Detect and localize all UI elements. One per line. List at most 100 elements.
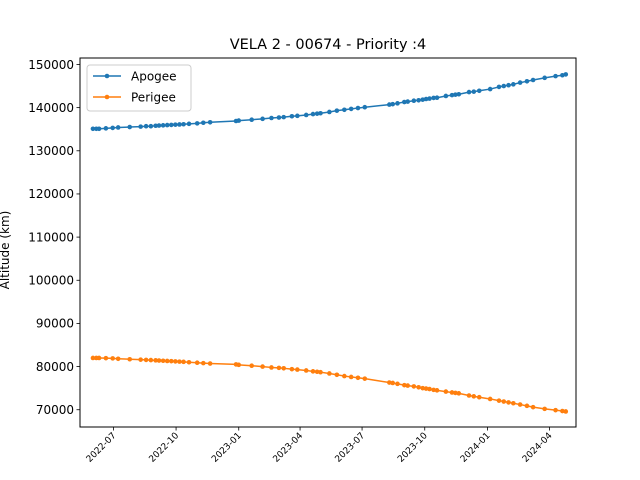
data-point-apogee bbox=[449, 92, 455, 98]
y-tick-label: 80000 bbox=[36, 360, 74, 374]
data-point-apogee bbox=[236, 118, 242, 123]
data-point-perigee bbox=[127, 356, 133, 362]
data-point-perigee bbox=[431, 387, 436, 393]
data-point-apogee bbox=[487, 86, 493, 92]
data-point-apogee bbox=[420, 97, 426, 102]
data-point-apogee bbox=[362, 104, 368, 110]
data-point-apogee bbox=[115, 125, 121, 130]
data-point-apogee bbox=[303, 112, 309, 118]
data-point-perigee bbox=[348, 374, 354, 380]
legend-label-perigee: Perigee bbox=[131, 91, 176, 105]
data-point-perigee bbox=[402, 382, 407, 388]
data-point-perigee bbox=[153, 358, 158, 363]
data-point-perigee bbox=[148, 357, 154, 363]
data-point-perigee bbox=[427, 386, 432, 392]
data-point-perigee bbox=[90, 355, 96, 361]
data-point-apogee bbox=[177, 122, 182, 127]
data-point-perigee bbox=[449, 390, 455, 395]
data-point-apogee bbox=[402, 99, 407, 105]
data-point-apogee bbox=[348, 106, 354, 112]
data-point-perigee bbox=[342, 373, 347, 379]
data-point-apogee bbox=[138, 124, 143, 129]
y-tick-label: 90000 bbox=[36, 317, 74, 331]
data-point-apogee bbox=[496, 84, 502, 90]
chart-title: VELA 2 - 00674 - Priority :4 bbox=[230, 37, 427, 53]
y-axis: 70000 80000 90000 100000 110000 120000 130000 1… bbox=[28, 58, 80, 417]
data-point-perigee bbox=[327, 371, 332, 376]
series-layer bbox=[90, 72, 569, 414]
y-tick-label: 110000 bbox=[28, 230, 74, 244]
data-point-perigee bbox=[453, 390, 458, 396]
data-point-perigee bbox=[411, 384, 417, 389]
data-point-apogee bbox=[476, 88, 482, 94]
data-point-apogee bbox=[511, 82, 516, 87]
data-point-perigee bbox=[456, 391, 462, 396]
data-point-perigee bbox=[334, 372, 340, 378]
data-point-perigee bbox=[434, 388, 440, 393]
y-tick-label: 150000 bbox=[28, 58, 74, 72]
legend: Apogee Perigee bbox=[86, 64, 192, 112]
data-point-apogee bbox=[249, 117, 254, 123]
y-tick-label: 140000 bbox=[28, 101, 74, 115]
data-point-apogee bbox=[127, 124, 133, 130]
data-point-perigee bbox=[289, 366, 295, 372]
data-point-apogee bbox=[143, 123, 149, 129]
data-point-perigee bbox=[194, 360, 200, 365]
data-point-perigee bbox=[160, 358, 166, 364]
data-point-perigee bbox=[524, 403, 530, 409]
data-point-apogee bbox=[276, 115, 282, 120]
data-point-perigee bbox=[143, 357, 149, 363]
y-tick-label: 130000 bbox=[28, 144, 74, 158]
data-point-apogee bbox=[471, 89, 477, 94]
data-point-perigee bbox=[138, 357, 143, 362]
data-point-apogee bbox=[456, 91, 462, 97]
data-point-perigee bbox=[487, 396, 493, 402]
data-point-perigee bbox=[269, 365, 274, 370]
data-point-apogee bbox=[160, 123, 166, 128]
data-point-apogee bbox=[434, 95, 440, 101]
data-point-apogee bbox=[173, 122, 178, 127]
data-point-perigee bbox=[181, 359, 186, 365]
data-point-apogee bbox=[314, 111, 320, 116]
y-tick-label: 120000 bbox=[28, 187, 74, 201]
data-point-apogee bbox=[295, 113, 300, 119]
data-point-apogee bbox=[260, 116, 265, 122]
data-point-apogee bbox=[501, 83, 507, 89]
data-point-perigee bbox=[387, 380, 392, 385]
data-point-perigee bbox=[471, 394, 477, 399]
data-point-perigee bbox=[496, 398, 502, 403]
data-point-perigee bbox=[416, 384, 421, 390]
data-point-perigee bbox=[173, 359, 178, 364]
data-point-perigee bbox=[295, 367, 300, 372]
data-point-perigee bbox=[423, 386, 429, 391]
data-point-perigee bbox=[466, 393, 472, 398]
legend-marker-apogee bbox=[104, 73, 110, 79]
data-point-perigee bbox=[276, 365, 282, 371]
data-point-perigee bbox=[303, 368, 309, 373]
data-point-apogee bbox=[103, 126, 109, 131]
y-tick-label: 70000 bbox=[36, 403, 74, 417]
data-point-perigee bbox=[164, 358, 170, 364]
data-point-perigee bbox=[169, 358, 174, 364]
data-point-perigee bbox=[443, 389, 449, 394]
data-point-apogee bbox=[148, 123, 154, 129]
data-point-perigee bbox=[201, 360, 206, 366]
data-point-perigee bbox=[96, 355, 102, 361]
data-point-apogee bbox=[517, 80, 523, 85]
data-point-apogee bbox=[310, 111, 316, 117]
data-point-apogee bbox=[342, 107, 347, 113]
data-point-apogee bbox=[201, 120, 206, 126]
data-point-apogee bbox=[553, 73, 558, 79]
data-point-apogee bbox=[453, 92, 458, 97]
data-point-perigee bbox=[517, 402, 523, 407]
data-point-perigee bbox=[318, 369, 323, 375]
data-point-perigee bbox=[355, 375, 361, 381]
data-point-perigee bbox=[501, 399, 507, 404]
data-point-apogee bbox=[443, 93, 449, 99]
data-point-apogee bbox=[427, 96, 432, 101]
data-point-perigee bbox=[314, 369, 320, 375]
data-point-perigee bbox=[281, 366, 287, 371]
data-point-perigee bbox=[260, 364, 265, 369]
data-point-apogee bbox=[355, 105, 361, 111]
data-point-apogee bbox=[281, 114, 287, 120]
